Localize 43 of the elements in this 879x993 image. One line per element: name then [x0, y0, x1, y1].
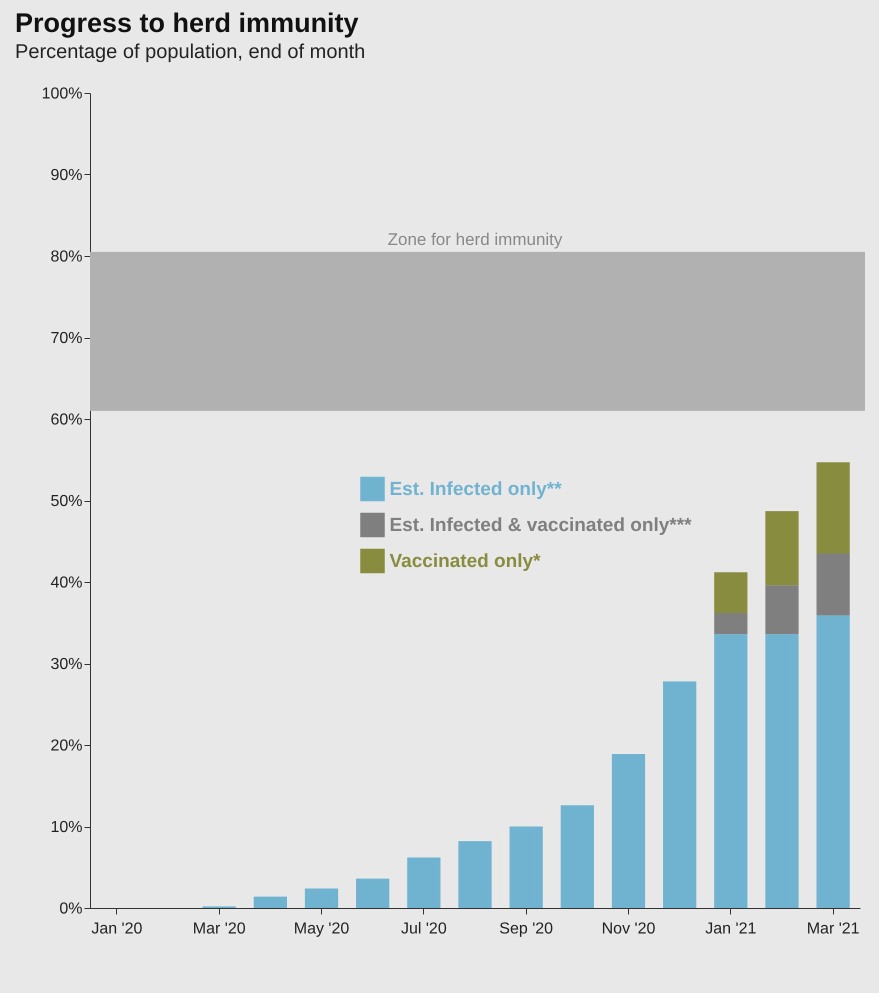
bar [254, 896, 287, 908]
y-tick-label: 60% [50, 412, 82, 428]
legend-label: Vaccinated only* [390, 551, 542, 572]
y-tick-label: 70% [50, 330, 82, 347]
bar [663, 681, 696, 908]
y-tick-label: 0% [59, 900, 82, 918]
band-label: Zone for herd immunity [388, 230, 563, 249]
x-tick-label: Jan '21 [705, 920, 756, 938]
y-tick-label: 90% [50, 167, 82, 184]
chart-title: Progress to herd immunity [15, 8, 359, 38]
bar [407, 857, 440, 908]
bar [356, 878, 390, 908]
x-tick-label: Mar '20 [192, 920, 246, 938]
x-tick-label: May '20 [294, 920, 350, 938]
bar [816, 462, 850, 554]
y-tick-label: 40% [50, 574, 82, 592]
bar [816, 553, 850, 616]
bar [765, 585, 799, 634]
bar [714, 572, 748, 613]
x-tick-label: Sep '20 [499, 920, 554, 938]
bar [714, 634, 748, 908]
bar [714, 612, 748, 634]
bar [816, 615, 850, 908]
x-tick-label: Jul '20 [400, 920, 447, 938]
legend-label: Est. Infected only** [390, 479, 562, 500]
x-tick-label: Nov '20 [602, 920, 656, 938]
y-tick-label: 100% [42, 86, 82, 102]
bar [560, 805, 594, 908]
y-tick-label: 20% [50, 738, 82, 754]
bar [510, 826, 543, 908]
y-tick-label: 80% [50, 248, 82, 266]
bar [765, 511, 799, 586]
bar [458, 841, 492, 908]
bar [765, 634, 799, 908]
x-tick-label: Mar '21 [806, 920, 860, 938]
chart-subtitle: Percentage of population, end of month [15, 41, 366, 63]
bar [612, 754, 646, 908]
legend-label: Est. Infected & vaccinated only*** [390, 515, 692, 536]
y-tick-label: 10% [50, 819, 82, 836]
y-tick-label: 50% [50, 493, 82, 510]
bar [304, 888, 338, 908]
y-tick-label: 30% [50, 656, 82, 673]
x-tick-label: Jan '20 [91, 920, 143, 938]
